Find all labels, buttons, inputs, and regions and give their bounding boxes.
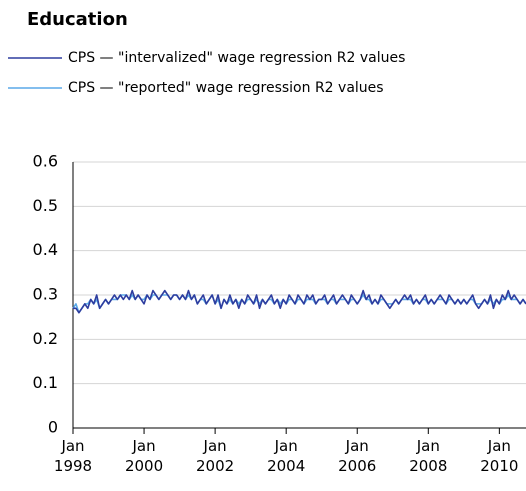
x-tick-label: Jan 1998 [53,437,93,475]
x-tick-label: Jan 2000 [124,437,164,475]
legend-label: CPS — "reported" wage regression R2 valu… [68,80,384,96]
y-tick-label: 0.6 [33,152,58,171]
x-tick-label: Jan 2006 [338,437,377,475]
x-tick-label: Jan 2008 [409,437,448,475]
x-tick-label: Jan 2004 [267,437,306,475]
legend-label: CPS — "intervalized" wage regression R2 … [68,50,405,66]
y-tick-label: 0.4 [33,240,58,259]
x-tick-label: Jan 2010 [480,437,519,475]
y-tick-label: 0.3 [33,285,58,304]
series-line [73,289,526,314]
x-tick-label: Jan 2002 [196,437,235,475]
y-tick-label: 0.2 [33,329,58,348]
y-tick-label: 0 [48,418,58,437]
chart-title: Education [27,9,128,30]
y-tick-label: 0.5 [33,196,58,215]
y-tick-label: 0.1 [33,373,58,392]
